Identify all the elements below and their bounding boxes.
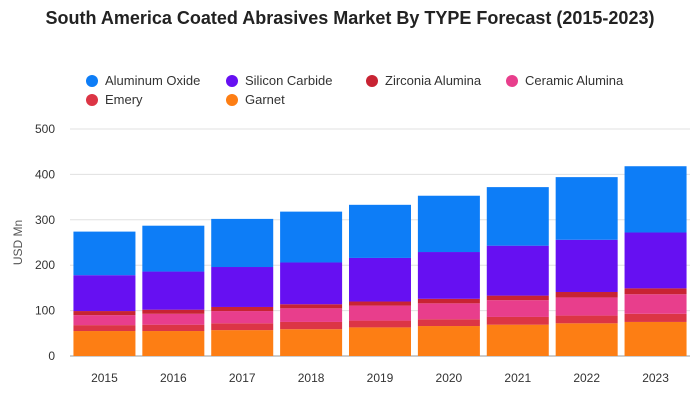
bar-zirconia-alumina-2020 — [417, 298, 480, 304]
bar-garnet-2020 — [417, 326, 480, 356]
bar-ceramic-alumina-2019 — [349, 305, 411, 321]
bar-emery-2016 — [142, 324, 205, 332]
x-tick-label: 2019 — [367, 371, 394, 385]
y-tick-label: 500 — [35, 122, 55, 136]
x-tick-label: 2021 — [504, 371, 531, 385]
legend-label: Ceramic Alumina — [525, 73, 624, 88]
bar-ceramic-alumina-2021 — [486, 300, 549, 317]
bar-garnet-2016 — [142, 331, 205, 356]
bar-silicon-carbide-2022 — [555, 239, 618, 292]
y-tick-label: 400 — [35, 167, 55, 181]
legend-label: Silicon Carbide — [245, 73, 333, 88]
bar-aluminum-oxide-2017 — [211, 218, 274, 268]
legend: Aluminum Oxide Silicon Carbide Zirconia Al… — [86, 73, 686, 113]
bar-aluminum-oxide-2023 — [624, 166, 687, 233]
bar-zirconia-alumina-2019 — [349, 301, 411, 306]
bar-emery-2019 — [349, 320, 411, 328]
legend-swatch — [86, 74, 98, 87]
bar-garnet-2019 — [349, 327, 411, 356]
bar-garnet-2018 — [280, 329, 343, 356]
bar-ceramic-alumina-2017 — [211, 311, 274, 324]
legend-label: Emery — [105, 92, 143, 107]
bar-garnet-2021 — [486, 324, 549, 356]
y-tick-label: 300 — [35, 213, 55, 227]
legend-item-garnet: Garnet — [226, 92, 285, 107]
bar-garnet-2015 — [73, 331, 136, 356]
legend-swatch — [506, 74, 518, 87]
bar-silicon-carbide-2018 — [280, 262, 343, 305]
legend-swatch — [226, 74, 238, 87]
legend-item-silicon-carbide: Silicon Carbide — [226, 73, 332, 88]
bar-silicon-carbide-2015 — [73, 275, 136, 312]
chart-title: South America Coated Abrasives Market By… — [45, 8, 655, 28]
legend-item-aluminum-oxide: Aluminum Oxide — [86, 73, 200, 88]
bar-aluminum-oxide-2019 — [349, 204, 411, 258]
bar-emery-2022 — [555, 315, 618, 324]
bar-zirconia-alumina-2021 — [486, 295, 549, 301]
y-tick-label: 200 — [35, 258, 55, 272]
x-tick-label: 2015 — [91, 371, 118, 385]
bar-emery-2021 — [486, 316, 549, 325]
legend-label: Garnet — [245, 92, 285, 107]
x-tick-label: 2018 — [298, 371, 325, 385]
legend-item-emery: Emery — [86, 92, 143, 107]
bar-zirconia-alumina-2018 — [280, 304, 343, 309]
bar-silicon-carbide-2016 — [142, 271, 205, 310]
bar-ceramic-alumina-2018 — [280, 308, 343, 322]
bar-aluminum-oxide-2016 — [142, 225, 205, 272]
bar-emery-2023 — [624, 313, 687, 322]
bar-silicon-carbide-2020 — [417, 252, 480, 299]
bar-zirconia-alumina-2023 — [624, 288, 687, 295]
bar-zirconia-alumina-2016 — [142, 309, 205, 314]
legend-label: Zirconia Alumina — [385, 73, 482, 88]
bar-aluminum-oxide-2020 — [417, 195, 480, 253]
bar-garnet-2017 — [211, 330, 274, 356]
x-tick-label: 2023 — [642, 371, 669, 385]
bar-garnet-2022 — [555, 323, 618, 356]
legend-item-zirconia-alumina: Zirconia Alumina — [366, 73, 481, 88]
bar-aluminum-oxide-2021 — [486, 187, 549, 246]
bar-emery-2017 — [211, 323, 274, 331]
y-tick-label: 100 — [35, 304, 55, 318]
bar-ceramic-alumina-2016 — [142, 313, 205, 325]
legend-swatch — [226, 93, 238, 106]
x-tick-label: 2016 — [160, 371, 187, 385]
legend-item-ceramic-alumina: Ceramic Alumina — [506, 73, 623, 88]
bar-silicon-carbide-2023 — [624, 232, 687, 289]
x-tick-label: 2022 — [573, 371, 600, 385]
bar-emery-2015 — [73, 325, 136, 332]
bar-aluminum-oxide-2018 — [280, 211, 343, 263]
bar-zirconia-alumina-2015 — [73, 311, 136, 316]
legend-label: Aluminum Oxide — [105, 73, 201, 88]
bar-ceramic-alumina-2020 — [417, 303, 480, 320]
bar-garnet-2023 — [624, 321, 687, 356]
bar-emery-2018 — [280, 321, 343, 330]
bar-aluminum-oxide-2022 — [555, 177, 618, 240]
legend-swatch — [366, 74, 378, 87]
bar-aluminum-oxide-2015 — [73, 231, 136, 276]
x-tick-label: 2017 — [229, 371, 256, 385]
bar-zirconia-alumina-2022 — [555, 291, 618, 298]
bar-ceramic-alumina-2023 — [624, 294, 687, 314]
bar-ceramic-alumina-2015 — [73, 315, 136, 326]
bar-silicon-carbide-2017 — [211, 267, 274, 307]
bar-silicon-carbide-2021 — [486, 245, 549, 296]
legend-swatch — [86, 93, 98, 106]
y-axis-title: USD Mn — [11, 220, 25, 265]
bar-silicon-carbide-2019 — [349, 257, 411, 302]
y-tick-label: 0 — [48, 349, 55, 363]
bar-ceramic-alumina-2022 — [555, 297, 618, 316]
x-tick-label: 2020 — [436, 371, 463, 385]
bar-zirconia-alumina-2017 — [211, 306, 274, 312]
bar-emery-2020 — [417, 319, 480, 327]
